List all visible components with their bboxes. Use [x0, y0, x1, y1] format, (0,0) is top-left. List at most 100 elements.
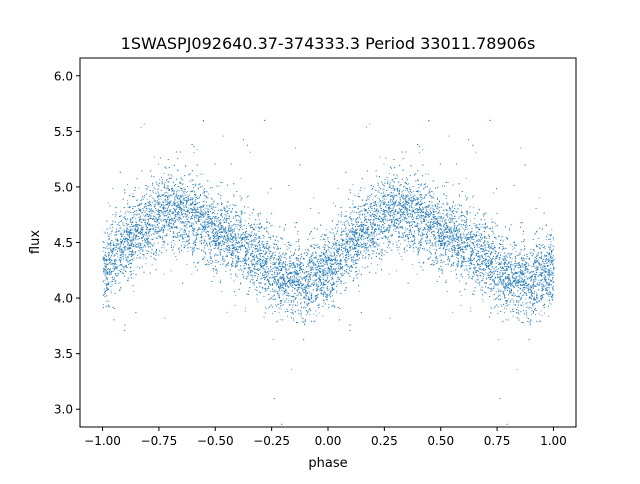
data-point — [441, 216, 443, 218]
data-point — [119, 265, 120, 267]
data-point — [389, 173, 390, 175]
data-point — [345, 244, 347, 246]
data-point — [115, 245, 117, 247]
data-point — [266, 227, 268, 229]
data-point — [371, 215, 373, 217]
data-point — [527, 270, 529, 272]
data-point — [392, 202, 394, 204]
data-point — [109, 256, 111, 258]
data-point — [153, 200, 155, 202]
data-point — [233, 245, 234, 247]
data-point — [460, 216, 462, 218]
data-point — [216, 220, 218, 222]
data-point — [508, 304, 510, 306]
data-point — [115, 234, 117, 236]
data-point — [278, 260, 280, 262]
data-point — [110, 251, 112, 253]
data-point — [176, 201, 178, 203]
data-point — [163, 273, 165, 275]
data-point — [377, 213, 378, 215]
data-point — [307, 282, 309, 283]
data-point — [538, 279, 539, 281]
data-point — [161, 212, 163, 214]
data-point — [265, 247, 267, 249]
data-point — [470, 310, 472, 312]
data-point — [543, 277, 545, 279]
data-point — [146, 199, 148, 201]
data-point — [255, 226, 257, 228]
data-point — [115, 215, 117, 217]
data-point — [295, 277, 297, 279]
data-point — [460, 295, 462, 297]
data-point — [320, 281, 322, 283]
data-point — [250, 271, 252, 273]
data-point — [412, 250, 414, 252]
data-point — [545, 239, 547, 241]
data-point — [296, 259, 298, 261]
data-point — [293, 319, 295, 321]
data-point — [333, 268, 335, 269]
data-point — [310, 254, 312, 256]
data-point — [140, 199, 142, 201]
data-point — [274, 294, 276, 296]
data-point — [253, 268, 255, 270]
data-point — [209, 260, 211, 261]
data-point — [258, 262, 260, 264]
data-point — [301, 317, 303, 319]
data-point — [278, 258, 279, 260]
data-point — [331, 266, 333, 267]
data-point — [314, 281, 316, 283]
data-point — [316, 282, 318, 284]
data-point — [521, 259, 523, 261]
data-point — [166, 215, 168, 217]
data-point — [139, 253, 141, 254]
data-point — [489, 275, 491, 277]
data-point — [233, 217, 235, 219]
data-point — [412, 221, 414, 223]
data-point — [397, 190, 398, 192]
data-point — [157, 214, 159, 215]
data-point — [349, 216, 351, 218]
data-point — [159, 218, 161, 220]
data-point — [375, 202, 376, 203]
data-point — [392, 181, 394, 182]
data-point — [111, 284, 113, 286]
data-point — [179, 207, 181, 209]
data-point — [240, 211, 242, 213]
data-point — [289, 259, 291, 261]
data-point — [339, 277, 341, 279]
data-point — [394, 196, 396, 198]
data-point — [542, 271, 544, 273]
data-point — [370, 235, 372, 237]
data-point — [238, 225, 240, 227]
data-point — [330, 279, 332, 281]
data-point — [234, 304, 236, 306]
data-point — [541, 276, 543, 277]
data-point — [499, 269, 501, 271]
data-point — [424, 196, 425, 198]
data-point — [191, 208, 193, 210]
data-point — [315, 251, 317, 253]
data-point — [399, 252, 401, 254]
data-point — [152, 238, 154, 240]
data-point — [312, 279, 314, 281]
data-point — [219, 264, 221, 265]
data-point — [376, 211, 378, 213]
data-point — [352, 225, 354, 227]
data-point — [549, 249, 551, 251]
data-point — [447, 203, 449, 205]
data-point — [271, 277, 273, 279]
data-point — [117, 282, 119, 284]
data-point — [293, 264, 295, 266]
data-point — [465, 234, 467, 236]
data-point — [112, 227, 114, 228]
data-point — [299, 298, 301, 300]
data-point — [240, 177, 242, 179]
data-point — [253, 275, 255, 276]
data-point — [274, 299, 276, 301]
data-point — [495, 265, 497, 267]
data-point — [520, 277, 522, 279]
data-point — [125, 212, 127, 213]
data-point — [453, 236, 455, 238]
data-point — [175, 184, 177, 185]
